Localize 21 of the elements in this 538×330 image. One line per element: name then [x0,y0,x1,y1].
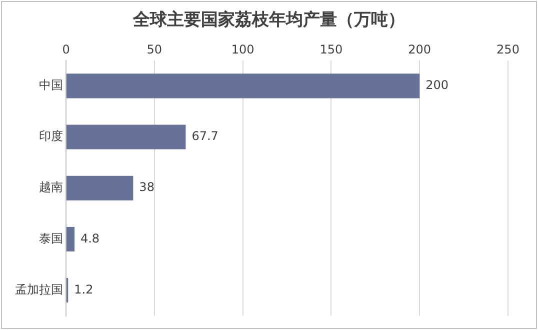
chart-title: 全球主要国家荔枝年均产量（万吨） [132,9,406,31]
x-tick-label: 200 [408,42,432,56]
bar [66,226,74,252]
y-tick-label: 越南 [39,180,63,194]
data-label: 67.7 [192,129,218,144]
x-tick-label: 150 [320,42,343,56]
y-tick-label: 孟加拉国 [15,282,63,296]
x-tick-label: 0 [62,42,70,56]
x-tick-label: 50 [146,42,162,56]
x-tick-label: 100 [231,42,254,56]
data-label: 38 [139,180,154,194]
data-label: 4.8 [80,231,100,246]
bar [66,74,420,98]
y-tick-label: 泰国 [39,231,63,246]
y-tick-label: 印度 [39,129,63,144]
data-label: 200 [426,78,449,92]
y-tick-label: 中国 [39,78,63,92]
bar [66,176,134,200]
data-label: 1.2 [74,282,94,296]
bar [66,124,186,150]
x-tick-label: 250 [496,42,520,56]
